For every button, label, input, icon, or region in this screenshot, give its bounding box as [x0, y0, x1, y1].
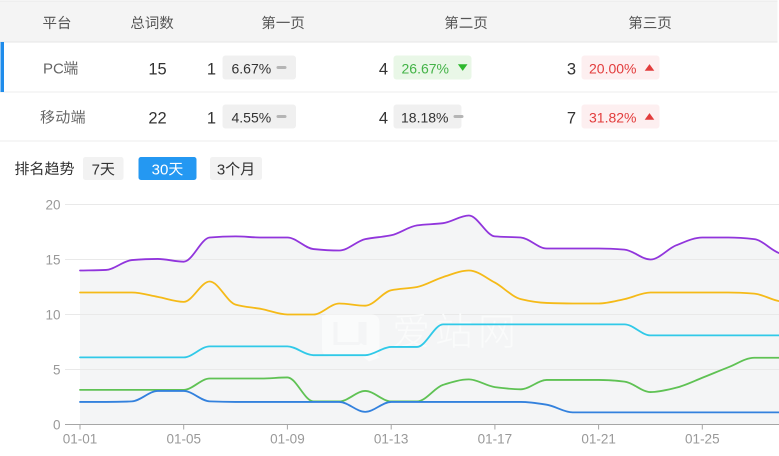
svg-text:3: 3 [217, 161, 225, 178]
svg-text:15: 15 [45, 252, 60, 267]
svg-text:30: 30 [152, 161, 169, 178]
svg-text:1: 1 [207, 60, 216, 78]
svg-text:01-25: 01-25 [685, 432, 720, 447]
svg-text:18.18%: 18.18% [401, 109, 448, 125]
svg-text:20.00%: 20.00% [589, 60, 636, 76]
svg-text:1: 1 [207, 109, 216, 127]
svg-text:4: 4 [379, 109, 388, 127]
svg-text:15: 15 [148, 60, 166, 78]
svg-text:10: 10 [45, 307, 60, 322]
svg-text:01-09: 01-09 [270, 432, 305, 447]
svg-text:7: 7 [567, 109, 576, 127]
svg-text:7: 7 [92, 161, 100, 178]
svg-text:31.82%: 31.82% [589, 109, 636, 125]
svg-text:PC: PC [43, 61, 64, 78]
svg-text:4: 4 [379, 60, 388, 78]
svg-text:3: 3 [567, 60, 576, 78]
svg-text:4.55%: 4.55% [232, 109, 272, 125]
svg-text:01-21: 01-21 [581, 432, 616, 447]
svg-text:01-01: 01-01 [63, 432, 98, 447]
svg-text:22: 22 [148, 109, 166, 127]
svg-text:0: 0 [53, 417, 61, 432]
svg-text:01-17: 01-17 [478, 432, 513, 447]
svg-text:5: 5 [53, 362, 61, 377]
svg-text:6.67%: 6.67% [232, 60, 272, 76]
svg-text:26.67%: 26.67% [402, 60, 449, 76]
svg-text:20: 20 [45, 197, 60, 212]
svg-text:01-05: 01-05 [166, 432, 201, 447]
svg-text:01-13: 01-13 [374, 432, 409, 447]
